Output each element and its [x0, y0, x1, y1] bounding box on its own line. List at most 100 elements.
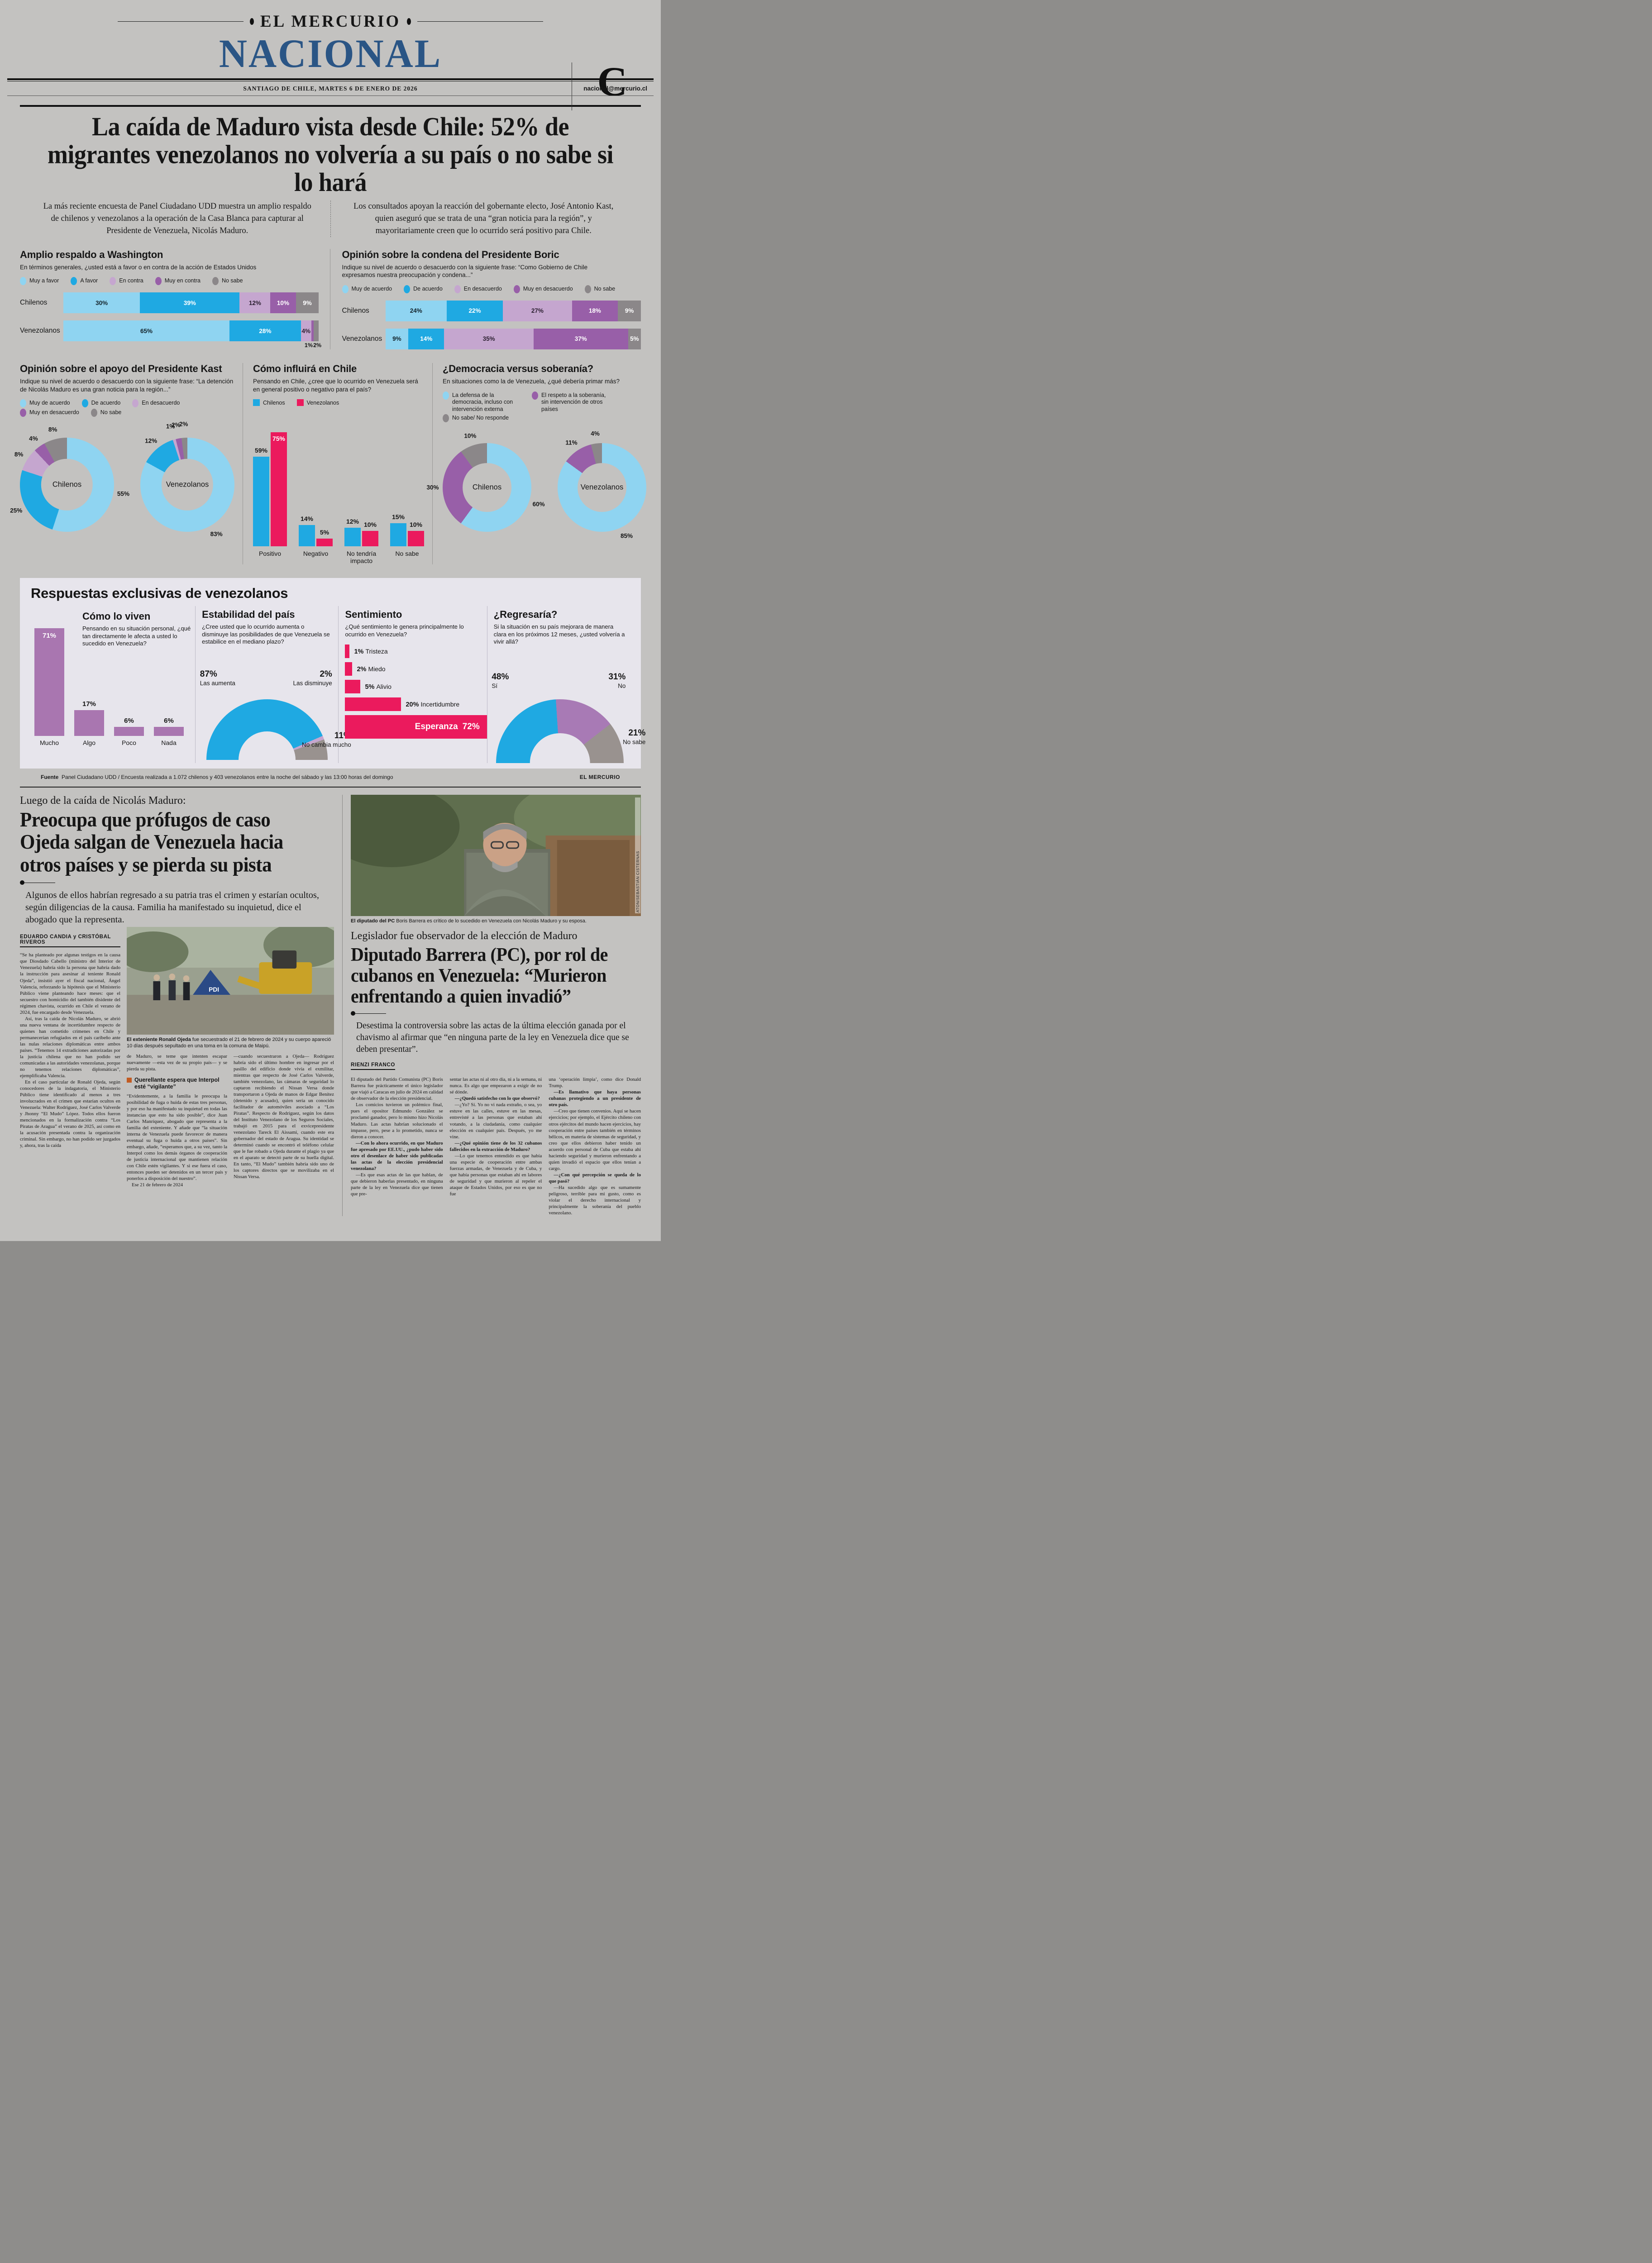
donut-chart: Venezolanos 83% 12% 1% 2% 2% [140, 421, 234, 537]
paragraph: —Ha sucedido algo que es sumamente pelig… [549, 1184, 641, 1216]
legend-item: Muy en desacuerdo [513, 285, 573, 293]
exclusive-panel: Respuestas exclusivas de venezolanos Cóm… [20, 578, 645, 769]
chart-subtitle: Indique su nivel de acuerdo o desacuerdo… [342, 263, 588, 279]
paragraph: —Es que esas actas de las que hablan, de… [351, 1172, 443, 1197]
article-kicker: Luego de la caída de Nicolás Maduro: [20, 795, 186, 807]
bar-category: Miedo [368, 665, 386, 673]
bar-value: 27% [531, 307, 544, 315]
chart-title: Estabilidad del país [202, 608, 295, 620]
lead-headline: La caída de Maduro vista desde Chile: 52… [47, 111, 614, 197]
source-line: Fuente Panel Ciudadano UDD / Encuesta re… [41, 774, 393, 781]
photo-credit: ATON/SEBASTIÁN CISTERNAS [635, 797, 640, 914]
bar-segment [311, 320, 314, 342]
legend-swatch [155, 277, 162, 286]
legend-swatch [91, 409, 97, 417]
bar-value: 28% [259, 327, 272, 334]
chart-legend: Chilenos Venezolanos [253, 399, 424, 407]
masthead: EL MERCURIO NACIONAL C SANTIAGO DE CHILE… [0, 0, 661, 110]
gauge-category: No cambia mucho [301, 741, 351, 749]
bar-value: 14% [300, 515, 314, 522]
legend-swatch [532, 391, 538, 400]
paragraph: Los comicios tuvieron un polémico final,… [351, 1102, 443, 1140]
paragraph: sentar las actas ni al otro día, ni a la… [449, 1077, 542, 1095]
donut-hole [161, 458, 214, 511]
bar-value: 37% [574, 335, 587, 343]
chart-subtitle: ¿Cree usted que lo ocurrido aumenta o di… [202, 623, 330, 645]
bar-row-label: Chilenos [342, 306, 369, 315]
headline-rule [355, 1013, 386, 1014]
gauge-category: No sabe [623, 739, 646, 746]
photo-boris-barrera: ATON/SEBASTIÁN CISTERNAS [323, 781, 659, 917]
chart-title: Opinión sobre el apoyo del Presidente Ka… [20, 363, 222, 374]
stacked-bar: 30% 39% 12% 10% 9% [63, 292, 319, 314]
donut-chart: Venezolanos 85% 11% 4% [558, 430, 646, 539]
bar-value: 2% [357, 665, 368, 673]
chart-sentimiento: Sentimiento ¿Qué sentimiento le genera p… [338, 606, 487, 764]
donut-value: 11% [565, 439, 578, 446]
paragraph: —Es llamativo que haya personas cubanas … [549, 1089, 641, 1108]
bar-value: 5% [320, 528, 329, 536]
headline-bullet [351, 1011, 355, 1016]
bar-category: Mucho [39, 739, 59, 746]
bar-category: No tendría impacto [346, 549, 377, 564]
article-column-3: —cuando secuestraron a Ojeda— Rodríguez … [234, 1053, 334, 1189]
bar-value: 24% [410, 307, 422, 315]
legend-swatch [132, 399, 139, 408]
legend-item: Muy de acuerdo [20, 399, 70, 408]
chart-subtitle: Si la situación en su país mejorara de m… [493, 623, 625, 645]
package-end-rule [20, 787, 641, 788]
bar-value: 14% [420, 335, 433, 343]
article-subhead: Querellante espera que Interpol esté “vi… [127, 1077, 227, 1090]
section-title: NACIONAL [219, 31, 442, 76]
svg-text:PDI: PDI [209, 986, 219, 993]
bar-value: 2% [313, 342, 322, 349]
legend-swatch [20, 399, 26, 408]
legend-swatch [212, 277, 219, 286]
section-email: nacional@mercurio.cl [583, 85, 647, 92]
newspaper-brand: EL MERCURIO [260, 12, 401, 31]
paragraph: —¿Yo? Sí. Yo no vi nada extraño, o sea, … [449, 1102, 542, 1140]
masthead-double-rule [7, 78, 654, 82]
bar-category: Poco [122, 739, 136, 746]
bar-segment: 39% [140, 292, 240, 314]
gauge-value: 2% [320, 669, 332, 679]
photo-caption: El diputado del PC Boris Barrera es crít… [351, 918, 587, 924]
bar-segment [314, 320, 319, 342]
bar-segment: 5% [628, 328, 641, 349]
donut-value: 83% [210, 530, 223, 537]
article-kicker: Legislador fue observador de la elección… [351, 930, 578, 942]
article-deck: Desestima la controversia sobre las acta… [356, 1021, 629, 1054]
donut-value: 12% [145, 437, 158, 444]
donut-hole [463, 463, 511, 512]
legend-swatch [443, 391, 449, 400]
paragraph: Así, tras la caída de Nicolás Maduro, se… [20, 1016, 120, 1079]
bar-value: 17% [82, 700, 96, 708]
legend-item: De acuerdo [81, 399, 120, 408]
donut-value: 10% [464, 432, 477, 439]
chart-title: Amplio respaldo a Washington [20, 248, 163, 260]
gauge-value: 48% [492, 672, 509, 682]
legend-swatch [81, 399, 88, 408]
chart-democracia: ¿Democracia versus soberanía? En situacio… [426, 363, 646, 564]
donut-chart: Chilenos 60% 30% 10% [426, 433, 545, 532]
bar-value: 6% [124, 716, 134, 725]
donut-center-label: Venezolanos [166, 480, 209, 489]
bar-value: 10% [277, 299, 289, 306]
bar-value: 9% [625, 307, 634, 315]
headline-bullet [20, 880, 24, 885]
bar-category: Nada [161, 739, 177, 746]
donut-value: 4% [29, 435, 38, 442]
bar-value: 12% [346, 518, 359, 525]
bar-segment: 35% [444, 328, 534, 349]
legend-item: Venezolanos [296, 399, 339, 407]
bar-value: 9% [392, 335, 401, 343]
article-headline: Preocupa que prófugos de caso Ojeda salg… [20, 809, 283, 877]
masthead-ornament-left [249, 18, 254, 25]
grouped-bars: 59% 75% Positivo 14% 5% Negativo 12% 10% No tend… [253, 420, 424, 564]
bar-category: Negativo [303, 549, 329, 557]
column-divider [342, 795, 343, 1216]
bar-value: 15% [392, 513, 405, 521]
chart-title: Opinión sobre la condena del Presidente … [342, 248, 559, 260]
donut-hole [41, 458, 93, 511]
gauge-value: 31% [608, 672, 626, 682]
